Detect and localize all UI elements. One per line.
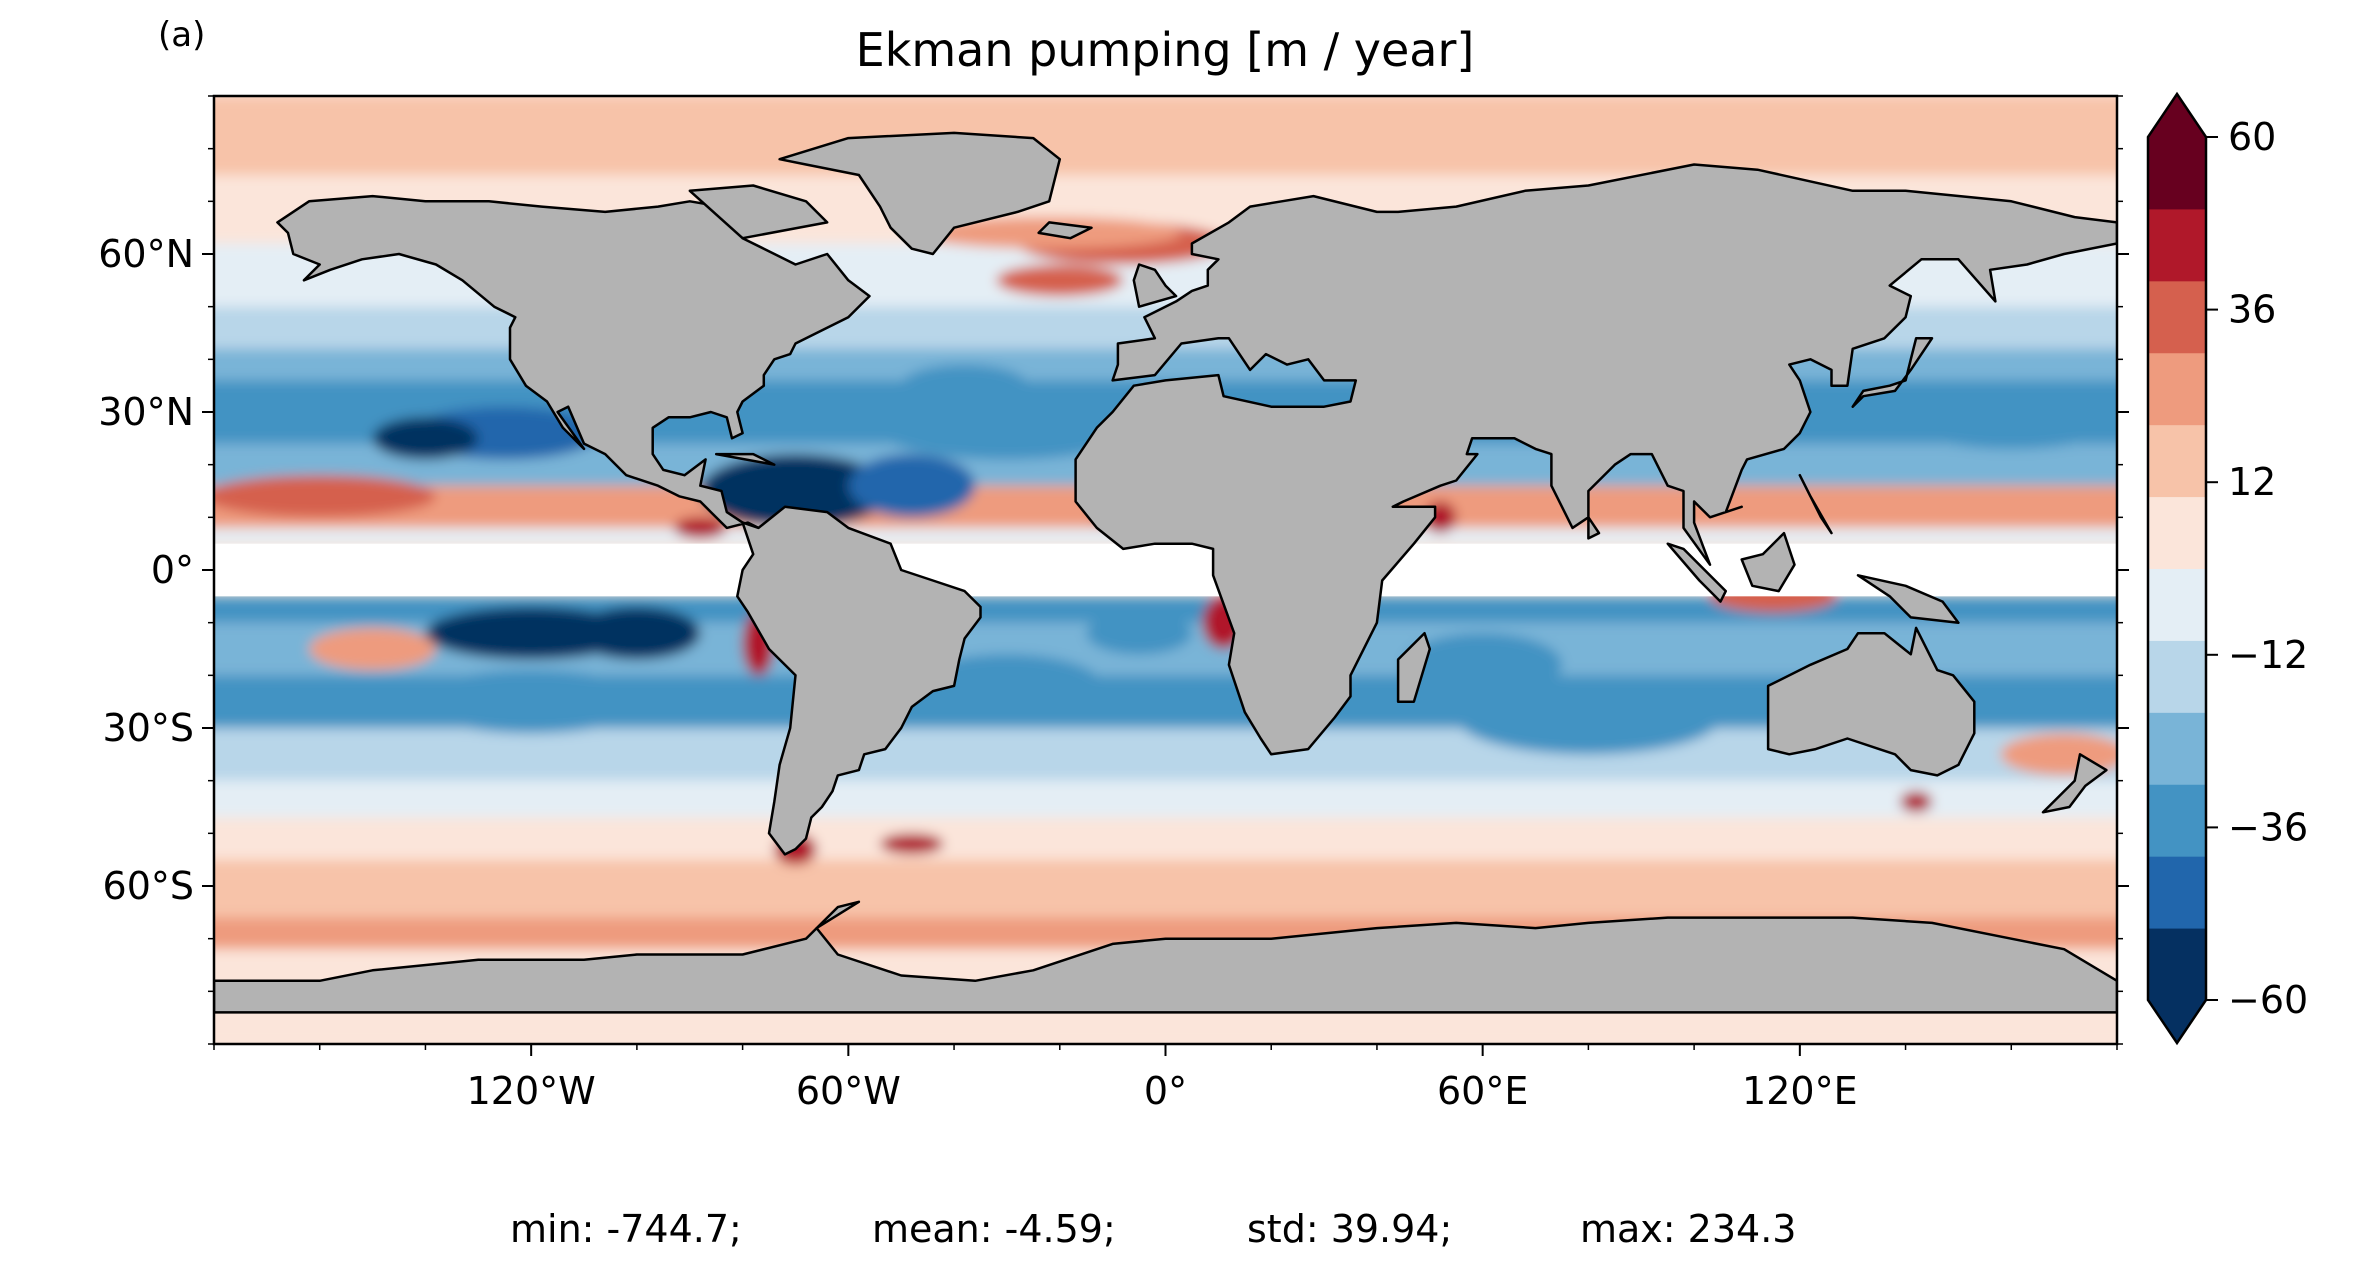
colorbar-extend-min	[2148, 1000, 2206, 1043]
colorbar-level	[2148, 712, 2206, 785]
lat-tick-label: 30°S	[103, 706, 194, 750]
colorbar-tick-label: 36	[2228, 288, 2276, 332]
field-anomaly	[1905, 396, 2117, 449]
field-band	[214, 780, 2117, 818]
lat-tick-label: 60°N	[98, 232, 194, 276]
colorbar-tick-label: −36	[2228, 805, 2308, 849]
land-antarctica	[214, 900, 2117, 1014]
colorbar-level	[2148, 280, 2206, 354]
stat-max: max: 234.3	[1580, 1207, 1796, 1251]
stats-line: min: -744.7; mean: -4.59; std: 39.94; ma…	[510, 1207, 1796, 1251]
masked-equatorial-band	[214, 543, 2117, 597]
land-greenland	[778, 131, 1062, 256]
land-borneo	[1740, 531, 1796, 593]
colorbar-level	[2148, 640, 2206, 713]
stat-min: min: -744.7;	[510, 1207, 742, 1251]
stat-mean: mean: -4.59;	[872, 1207, 1116, 1251]
lon-tick-label: 60°E	[1437, 1069, 1528, 1113]
field-anomaly	[1456, 680, 1721, 755]
land-australia	[1766, 626, 1976, 777]
field-anomaly	[1900, 791, 1932, 813]
field-band	[214, 96, 2117, 175]
field-anomaly	[901, 364, 1029, 407]
field-anomaly	[2000, 733, 2117, 776]
field-anomaly	[372, 417, 479, 460]
land-eurasia-africa	[1074, 163, 2117, 756]
colorbar-level	[2148, 856, 2206, 929]
land-north-america	[276, 194, 871, 530]
land-south-america	[736, 505, 982, 856]
field-anomaly	[214, 475, 436, 518]
field-band	[214, 859, 2117, 918]
stat-std: std: 39.94;	[1247, 1207, 1452, 1251]
field-anomaly	[880, 833, 944, 855]
land-baffin	[688, 184, 829, 240]
lon-tick-label: 120°E	[1742, 1069, 1858, 1113]
land-sumatra	[1666, 542, 1728, 603]
field-anomaly	[673, 517, 727, 539]
colorbar-level	[2148, 496, 2206, 569]
lat-tick-label: 0°	[151, 548, 194, 592]
land-cuba	[714, 452, 776, 466]
field-band	[214, 817, 2117, 860]
land-masses	[214, 131, 2117, 1014]
land-sri-lanka	[1587, 516, 1601, 540]
map-area	[214, 96, 2117, 1044]
lat-tick-label: 60°S	[103, 864, 194, 908]
colorbar-tick-label: 60	[2228, 115, 2276, 159]
field-anomaly	[309, 627, 437, 671]
colorbar-extend-max	[2148, 94, 2206, 137]
field-anomaly	[874, 396, 1140, 460]
field-anomaly	[848, 454, 976, 518]
colorbar-level	[2148, 137, 2206, 210]
colorbar-tick-label: −12	[2228, 633, 2308, 677]
field-anomaly	[700, 454, 891, 528]
land-madagascar	[1396, 631, 1432, 703]
lon-tick-label: 60°W	[796, 1069, 901, 1113]
lon-tick-label: 120°W	[467, 1069, 596, 1113]
lat-tick-label: 30°N	[98, 390, 194, 434]
colorbar-tick-label: −60	[2228, 978, 2308, 1022]
colorbar-level	[2148, 784, 2206, 857]
map-axes: 60°N 30°N 0° 30°S 60°S 120°W 60°W 0° 60°E 120°E	[98, 95, 2129, 1113]
land-iceland	[1037, 221, 1093, 240]
land-japan	[1851, 337, 1934, 408]
colorbar-level	[2148, 208, 2206, 282]
lon-tick-label: 0°	[1144, 1069, 1187, 1113]
land-philippines	[1798, 473, 1833, 535]
field-anomaly	[414, 670, 648, 734]
field-anomaly	[1086, 612, 1192, 655]
field-anomaly	[996, 264, 1124, 297]
land-new-zealand	[2041, 753, 2108, 814]
colorbar-tick-label: 12	[2228, 460, 2276, 504]
colorbar-level	[2148, 352, 2206, 426]
land-british-isles	[1132, 263, 1178, 308]
map-title: Ekman pumping [m / year]	[856, 23, 1475, 77]
field-anomaly	[1403, 633, 1562, 697]
land-new-guinea	[1856, 574, 1960, 624]
colorbar-level	[2148, 568, 2206, 641]
colorbar: 60 36 12 −12 −36 −60	[2146, 91, 2308, 1046]
panel-label: (a)	[158, 15, 205, 55]
colorbar-level	[2148, 928, 2206, 1001]
colorbar-level	[2148, 424, 2206, 498]
field-anomaly	[573, 606, 701, 660]
field-anomaly	[911, 654, 1103, 718]
